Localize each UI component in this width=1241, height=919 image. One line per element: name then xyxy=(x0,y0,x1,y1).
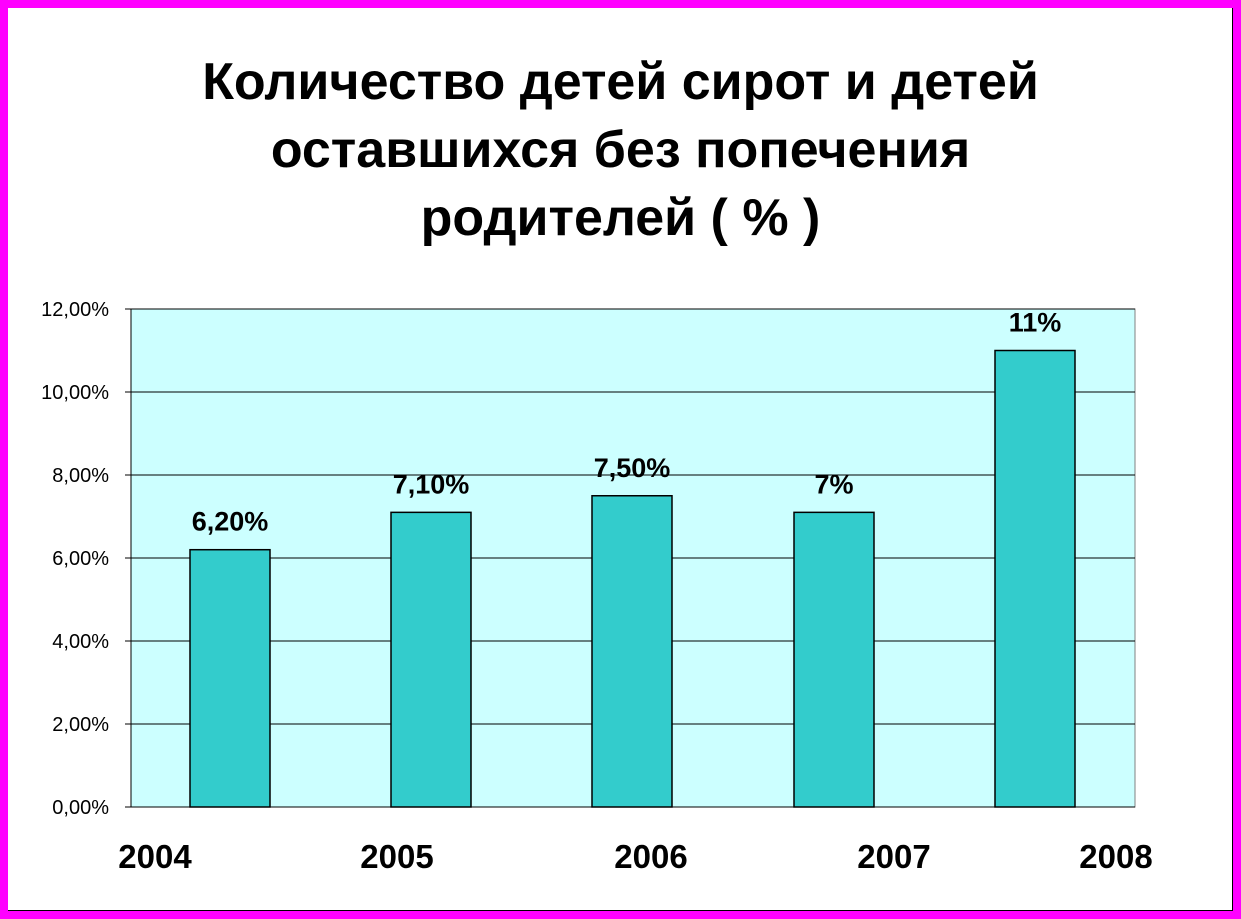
bar-2008 xyxy=(994,349,1076,808)
y-tick-label: 6,00% xyxy=(52,548,109,570)
bar-2004 xyxy=(189,548,271,808)
y-tick-label: 0,00% xyxy=(52,797,109,819)
data-label-2005: 7,10% xyxy=(393,469,470,499)
data-label-2004: 6,20% xyxy=(192,507,269,537)
y-tick-label: 2,00% xyxy=(52,714,109,736)
y-tick-label: 12,00% xyxy=(41,299,109,321)
data-label-2008: 11% xyxy=(1009,308,1062,338)
x-axis: 2004 2005 2006 2007 2008 xyxy=(118,806,1153,875)
chart-title-line-2: оставшихся без попечения xyxy=(270,121,971,179)
y-tick-label: 10,00% xyxy=(41,382,109,404)
data-label-2006: 7,50% xyxy=(594,453,671,483)
x-tick-label-2004: 2004 xyxy=(118,838,192,875)
x-tick-label-2007: 2007 xyxy=(857,838,930,875)
x-tick-label-2008: 2008 xyxy=(1079,838,1152,875)
x-tick-label-2006: 2006 xyxy=(614,838,687,875)
chart-title-line-1: Количество детей сирот и детей xyxy=(202,53,1039,111)
chart-title-line-3: родителей ( % ) xyxy=(420,189,821,247)
bar-2006 xyxy=(591,495,673,808)
x-tick-label-2005: 2005 xyxy=(360,838,433,875)
y-tick-label: 8,00% xyxy=(52,465,109,487)
bar-2005 xyxy=(390,511,472,808)
chart-title: Количество детей сирот и детей оставшихс… xyxy=(8,48,1233,252)
data-labels: 6,20% 7,10% 7,50% 7% 11% xyxy=(192,308,1062,537)
bar-2007 xyxy=(793,511,875,808)
y-tick-label: 4,00% xyxy=(52,631,109,653)
data-label-2007: 7% xyxy=(814,469,853,499)
y-axis: 0,00% 2,00% 4,00% 6,00% 8,00% 10,00% 12,00% xyxy=(41,299,132,819)
bars xyxy=(189,349,1076,808)
